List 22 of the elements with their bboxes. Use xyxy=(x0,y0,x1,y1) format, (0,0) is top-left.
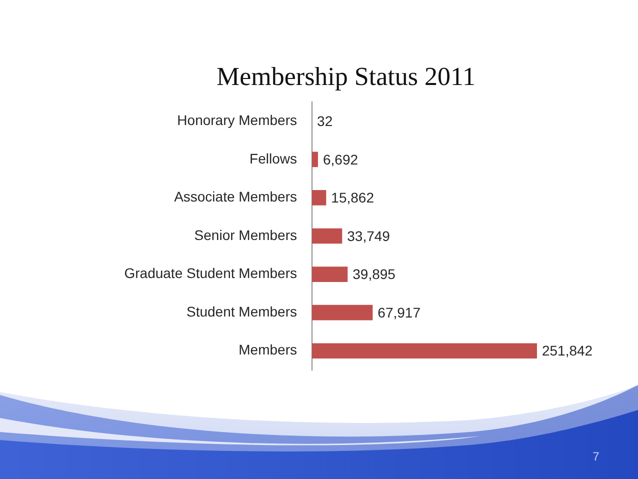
y-tick-label: Associate Members xyxy=(174,188,297,205)
bar xyxy=(312,343,537,359)
bar xyxy=(312,228,342,244)
bar xyxy=(312,266,348,282)
y-tick-label: Fellows xyxy=(250,150,297,166)
data-label: 67,917 xyxy=(378,304,421,320)
y-tick-label: Members xyxy=(238,342,297,358)
chart-title: Membership Status 2011 xyxy=(215,62,477,92)
bar xyxy=(312,304,373,320)
y-tick-label: Senior Members xyxy=(194,226,297,243)
data-label: 251,842 xyxy=(542,342,593,359)
text: 7 xyxy=(592,449,600,464)
data-label: 33,749 xyxy=(347,228,390,244)
bar xyxy=(312,190,326,206)
data-label: 39,895 xyxy=(352,266,396,282)
data-label: 6,692 xyxy=(322,151,358,168)
bar xyxy=(312,152,318,168)
data-label: 15,862 xyxy=(331,190,374,206)
data-label: 32 xyxy=(317,113,333,129)
y-tick-label: Student Members xyxy=(186,303,297,320)
y-tick-label: Graduate Student Members xyxy=(124,265,297,282)
y-tick-label: Honorary Members xyxy=(177,112,297,128)
